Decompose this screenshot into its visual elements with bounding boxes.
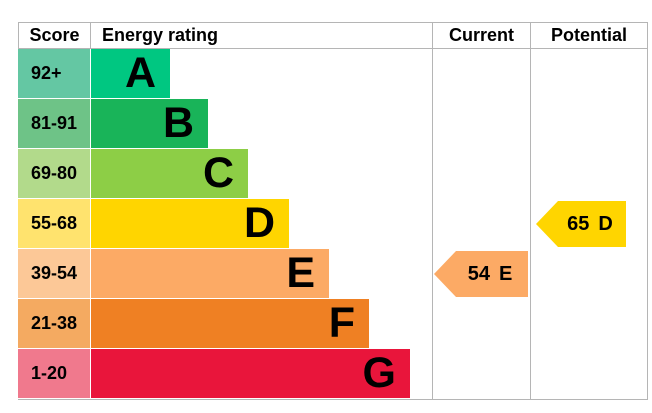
band-bar-c: C: [90, 149, 248, 198]
band-letter: B: [162, 99, 194, 147]
current-cell: [432, 199, 530, 249]
potential-cell: [530, 49, 648, 99]
potential-rating-value: 65: [567, 212, 590, 235]
band-bar-e: E: [90, 249, 329, 298]
potential-cell: [530, 99, 648, 149]
band-row-d: 55-68 D 65 D: [18, 199, 648, 249]
band-bar-f: F: [90, 299, 369, 348]
energy-rating-column-header: Energy rating: [90, 23, 432, 48]
band-bar-b: B: [90, 99, 208, 148]
current-rating-value: 54: [467, 262, 490, 285]
score-column-header: Score: [18, 23, 90, 48]
potential-cell: [530, 349, 648, 399]
current-cell: [432, 49, 530, 99]
potential-column-header: Potential: [530, 23, 648, 48]
band-bar-a: A: [90, 49, 170, 98]
band-score-range: 21-38: [18, 299, 90, 349]
current-cell: [432, 349, 530, 399]
band-letter: C: [202, 149, 234, 197]
current-rating-band: E: [498, 262, 513, 285]
current-cell: [432, 149, 530, 199]
band-bar-g: G: [90, 349, 410, 398]
band-score-range: 81-91: [18, 99, 90, 149]
band-row-g: 1-20 G: [18, 349, 648, 399]
epc-rating-chart: Score Energy rating Current Potential 92…: [18, 22, 648, 400]
potential-cell: [530, 249, 648, 299]
potential-rating-band: D: [598, 212, 613, 235]
current-cell: [432, 299, 530, 349]
band-letter: F: [328, 299, 355, 347]
band-letter: A: [124, 49, 156, 97]
band-score-range: 55-68: [18, 199, 90, 249]
band-row-c: 69-80 C: [18, 149, 648, 199]
band-score-range: 69-80: [18, 149, 90, 199]
current-cell: 54 E: [432, 249, 530, 299]
band-letter: G: [362, 349, 396, 397]
current-rating-arrow: 54 E: [434, 251, 528, 297]
current-cell: [432, 99, 530, 149]
band-letter: E: [286, 249, 315, 297]
band-bar-d: D: [90, 199, 289, 248]
potential-cell: [530, 299, 648, 349]
potential-rating-arrow: 65 D: [536, 201, 626, 247]
band-score-range: 1-20: [18, 349, 90, 399]
band-score-range: 92+: [18, 49, 90, 99]
band-row-f: 21-38 F: [18, 299, 648, 349]
chart-header-row: Score Energy rating Current Potential: [18, 23, 648, 49]
band-score-range: 39-54: [18, 249, 90, 299]
current-column-header: Current: [432, 23, 530, 48]
band-row-a: 92+ A: [18, 49, 648, 99]
band-row-b: 81-91 B: [18, 99, 648, 149]
potential-cell: 65 D: [530, 199, 648, 249]
potential-cell: [530, 149, 648, 199]
band-row-e: 39-54 E 54 E: [18, 249, 648, 299]
band-letter: D: [243, 199, 275, 247]
